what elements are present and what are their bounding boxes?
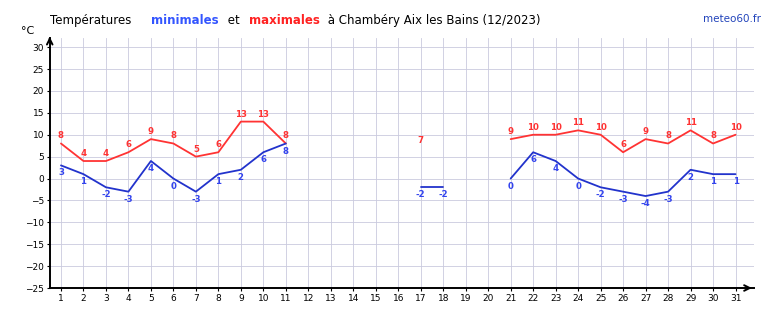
Text: 10: 10 xyxy=(550,123,562,132)
Text: -2: -2 xyxy=(416,190,425,199)
Text: -3: -3 xyxy=(663,195,673,204)
Text: -3: -3 xyxy=(618,195,628,204)
Text: 4: 4 xyxy=(103,149,109,158)
Text: -3: -3 xyxy=(191,195,200,204)
Text: 6: 6 xyxy=(260,155,266,164)
Text: 10: 10 xyxy=(594,123,607,132)
Text: 7: 7 xyxy=(418,136,424,145)
Text: 8: 8 xyxy=(710,132,716,140)
Text: 0: 0 xyxy=(171,181,177,191)
Text: 9: 9 xyxy=(148,127,154,136)
Text: 1: 1 xyxy=(216,177,221,186)
Text: 8: 8 xyxy=(58,132,64,140)
Text: 9: 9 xyxy=(643,127,649,136)
Text: 8: 8 xyxy=(283,147,289,156)
Text: Températures: Températures xyxy=(50,14,135,28)
Text: -3: -3 xyxy=(124,195,133,204)
Text: 1: 1 xyxy=(733,177,738,186)
Text: à Chambéry Aix les Bains (12/2023): à Chambéry Aix les Bains (12/2023) xyxy=(324,14,540,28)
Text: 0: 0 xyxy=(575,181,581,191)
Text: °C: °C xyxy=(21,26,34,36)
Text: 11: 11 xyxy=(685,118,697,127)
Text: -4: -4 xyxy=(641,199,650,208)
Text: 9: 9 xyxy=(508,127,513,136)
Text: 4: 4 xyxy=(80,149,86,158)
Text: 13: 13 xyxy=(257,109,269,118)
Text: maximales: maximales xyxy=(249,14,320,28)
Text: 10: 10 xyxy=(527,123,539,132)
Text: 6: 6 xyxy=(620,140,626,149)
Text: 2: 2 xyxy=(688,173,694,182)
Text: 0: 0 xyxy=(508,181,513,191)
Text: 5: 5 xyxy=(193,145,199,154)
Text: 3: 3 xyxy=(58,168,64,178)
Text: 8: 8 xyxy=(171,132,177,140)
Text: -2: -2 xyxy=(101,190,111,199)
Text: 8: 8 xyxy=(665,132,671,140)
Text: 1: 1 xyxy=(80,177,86,186)
Text: -2: -2 xyxy=(596,190,605,199)
Text: 4: 4 xyxy=(148,164,154,173)
Text: 2: 2 xyxy=(238,173,244,182)
Text: 10: 10 xyxy=(730,123,741,132)
Text: meteo60.fr: meteo60.fr xyxy=(703,14,761,24)
Text: minimales: minimales xyxy=(151,14,218,28)
Text: 13: 13 xyxy=(235,109,247,118)
Text: -2: -2 xyxy=(438,190,448,199)
Text: 1: 1 xyxy=(710,177,716,186)
Text: 8: 8 xyxy=(283,132,289,140)
Text: 6: 6 xyxy=(216,140,221,149)
Text: et: et xyxy=(224,14,243,28)
Text: 11: 11 xyxy=(572,118,584,127)
Text: 6: 6 xyxy=(125,140,132,149)
Text: 6: 6 xyxy=(530,155,536,164)
Text: 4: 4 xyxy=(552,164,558,173)
